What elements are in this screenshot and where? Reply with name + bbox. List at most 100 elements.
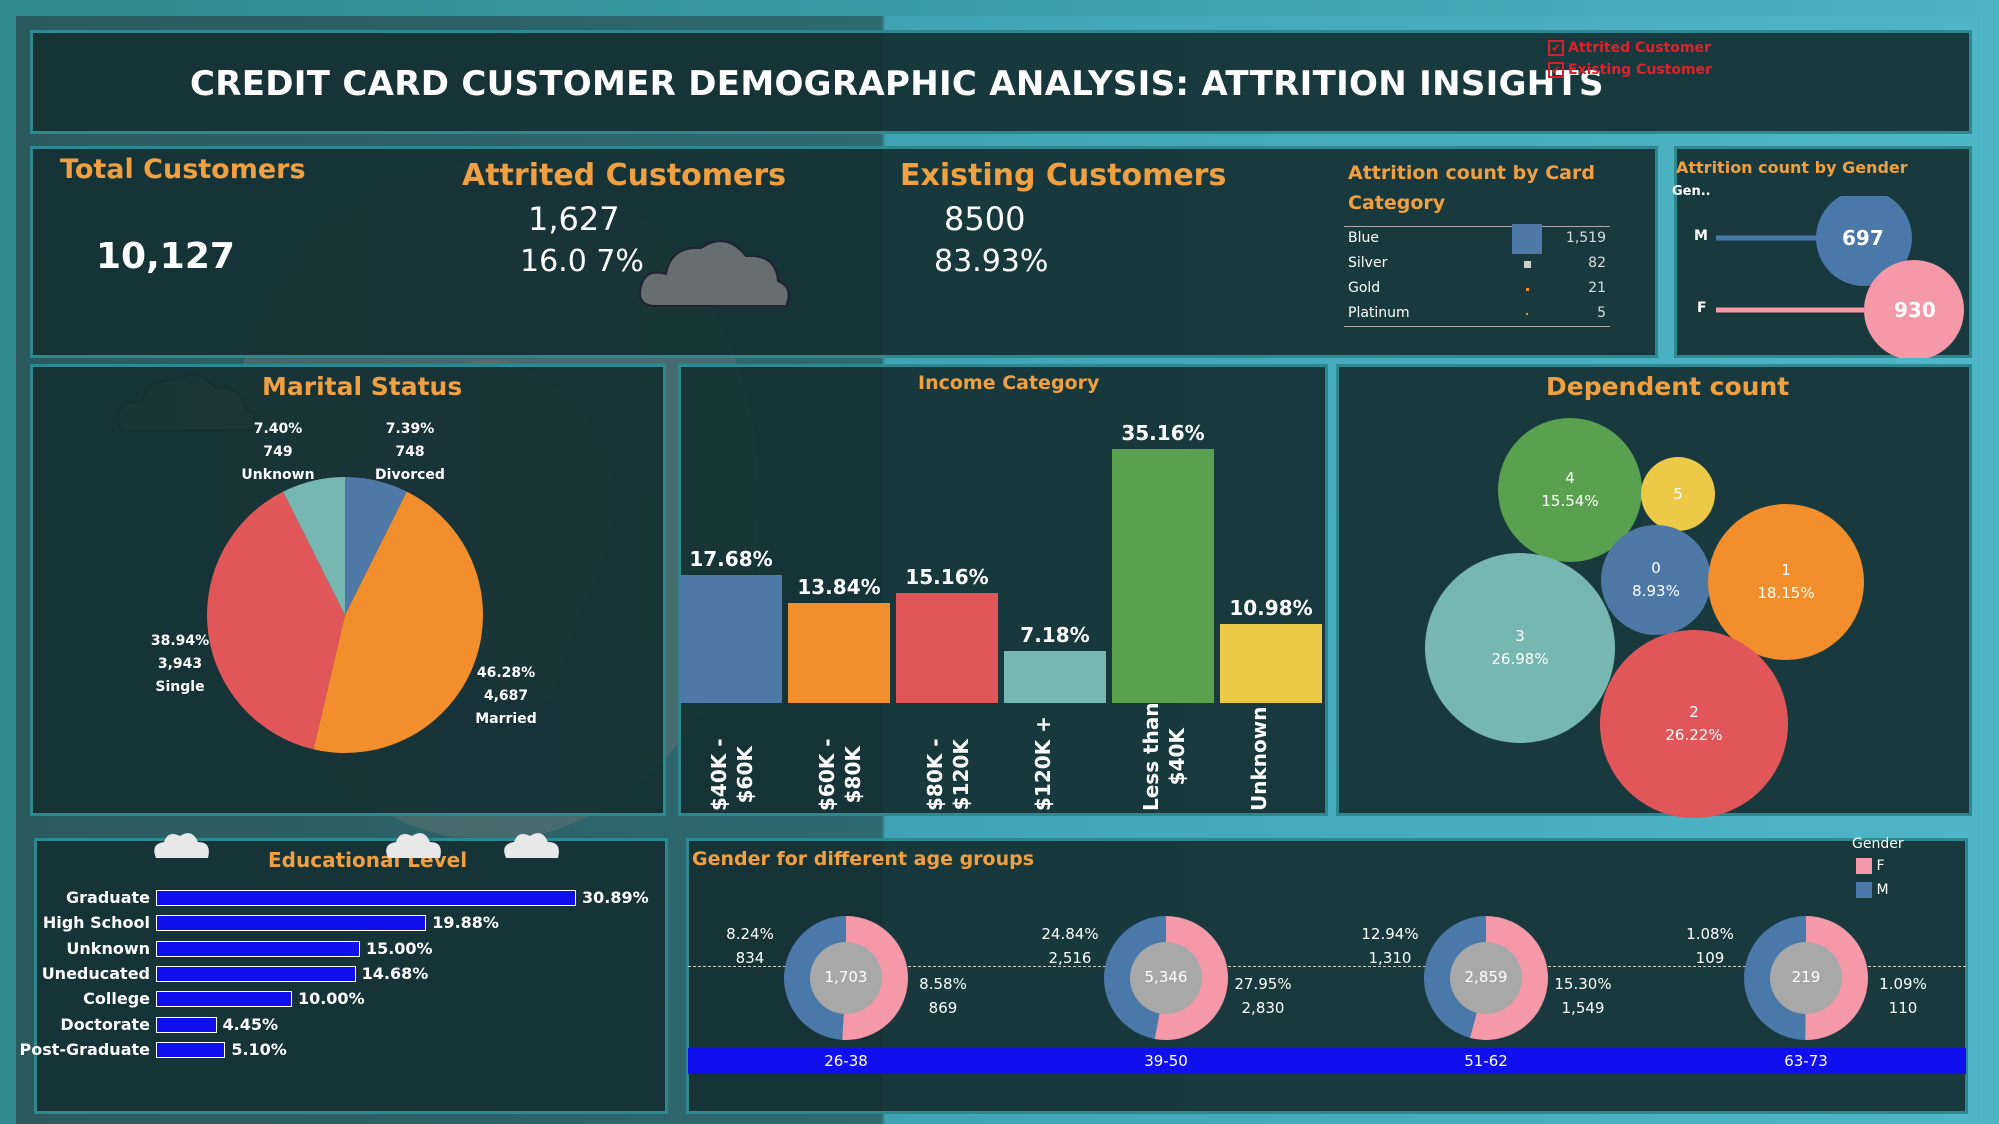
income-tick-line: $120K — [949, 739, 973, 811]
age-donut[interactable] — [1741, 913, 1871, 1043]
donut-m-count: 834 — [735, 949, 765, 967]
dependent-bubble[interactable]: 0 8.93% — [1601, 525, 1711, 635]
income-bar-label: 7.18% — [1020, 623, 1090, 648]
income-tick-line: Unknown — [1247, 706, 1271, 811]
age-donut[interactable] — [1421, 913, 1551, 1043]
attrited-customers-label: Attrited Customers — [462, 158, 787, 193]
donut-f-pct: 1.09% — [1879, 975, 1927, 993]
education-label: Graduate — [66, 888, 150, 907]
dependent-bubble[interactable]: 3 26.98% — [1425, 553, 1615, 743]
donut-hole — [1130, 942, 1202, 1014]
education-bar[interactable] — [156, 1016, 217, 1033]
bubble-label: 4 — [1565, 469, 1575, 487]
legend-existing[interactable]: ✔ Existing Customer — [1548, 62, 1712, 84]
education-bar[interactable] — [156, 991, 292, 1008]
card-row-value: 1,519 — [1565, 230, 1606, 246]
income-bar[interactable] — [1004, 651, 1106, 703]
pie-slice-married[interactable] — [313, 491, 483, 753]
income-bar[interactable] — [788, 603, 890, 703]
donut-label-m: 8.24% 834 — [720, 922, 780, 970]
check-icon[interactable]: ✔ — [1548, 40, 1564, 56]
income-bar-label: 35.16% — [1121, 421, 1205, 445]
education-bar[interactable] — [156, 940, 360, 957]
bubble-pct: 18.15% — [1757, 584, 1815, 602]
income-tick-line: $80K - — [923, 738, 947, 811]
card-row-mark[interactable] — [1512, 224, 1542, 254]
gender-f-value: 930 — [1894, 298, 1936, 322]
donut-m-pct: 24.84% — [1041, 925, 1099, 943]
education-label: College — [83, 989, 150, 1009]
age-axis-band — [688, 1048, 1966, 1074]
donut-label-f: 8.58% 869 — [910, 972, 976, 1020]
donut-hole — [810, 942, 882, 1014]
donut-total: 1,703 — [824, 968, 868, 986]
income-tick-line: $120K + — [1031, 716, 1055, 811]
donut-label-f: 15.30% 1,549 — [1550, 972, 1616, 1020]
card-row-mark[interactable] — [1526, 313, 1528, 315]
donut-f-count: 869 — [928, 999, 958, 1017]
education-bar[interactable] — [156, 1041, 226, 1058]
income-bar[interactable] — [1112, 449, 1214, 703]
attrited-pct: 16.0 7% — [520, 244, 644, 279]
bubble-female[interactable] — [1864, 260, 1964, 358]
education-bar[interactable] — [156, 965, 356, 982]
dependent-bubble[interactable]: 4 15.54% — [1498, 418, 1642, 562]
legend-m[interactable]: M — [1856, 882, 1904, 898]
bubble-male[interactable] — [1816, 196, 1912, 286]
dependent-bubble[interactable]: 2 26.22% — [1600, 630, 1788, 818]
check-icon[interactable]: ✔ — [1548, 62, 1564, 78]
income-tick-label: Unknown — [1246, 707, 1272, 811]
legend-attrited[interactable]: ✔ Attrited Customer — [1548, 40, 1712, 62]
donut-hole — [1770, 942, 1842, 1014]
dependent-title: Dependent count — [1546, 372, 1790, 401]
card-row-mark[interactable] — [1523, 260, 1531, 268]
gender-m-value: 697 — [1842, 226, 1884, 250]
donut-label-f: 27.95% 2,830 — [1230, 972, 1296, 1020]
bubble-pct: 8.93% — [1632, 582, 1680, 600]
bubble-label: 2 — [1689, 703, 1699, 721]
card-row-mark[interactable] — [1525, 287, 1529, 291]
pie-slice-single[interactable] — [207, 491, 345, 750]
pie-slice-unknown[interactable] — [283, 477, 345, 615]
income-bar[interactable] — [1220, 623, 1322, 703]
attrited-count: 1,627 — [528, 200, 620, 238]
donut-total: 5,346 — [1144, 968, 1188, 986]
card-row-value: 21 — [1588, 280, 1606, 296]
card-row-label: Gold — [1348, 280, 1381, 296]
gender-axis-label: Gen.. — [1672, 184, 1711, 199]
legend-f[interactable]: F — [1856, 858, 1904, 874]
marital-title: Marital Status — [262, 372, 463, 401]
dependent-bubble[interactable]: 1 18.15% — [1708, 504, 1864, 660]
education-pct: 4.45% — [222, 1014, 279, 1034]
income-tick-label: $60K - $80K — [814, 738, 866, 811]
income-bar[interactable] — [680, 575, 782, 703]
education-bar-chart: Graduate 30.89% High School 19.88% Unknown 15… — [0, 0, 700, 1124]
bubble-pct: 26.98% — [1491, 650, 1549, 668]
pie-label-divorced: 7.39% 748 Divorced — [375, 421, 445, 483]
education-bar[interactable] — [156, 890, 576, 906]
education-label: Unknown — [66, 938, 150, 958]
income-bar[interactable] — [896, 593, 998, 703]
donut-m-pct: 12.94% — [1361, 925, 1419, 943]
income-title: Income Category — [918, 372, 1100, 394]
card-row-label: Blue — [1348, 230, 1379, 246]
gender-f-label: F — [1697, 300, 1707, 316]
dependent-bubble[interactable]: 5 — [1641, 457, 1715, 531]
donut-label-m: 24.84% 2,516 — [1040, 922, 1100, 970]
age-donut[interactable] — [781, 913, 911, 1043]
page-title: CREDIT CARD CUSTOMER DEMOGRAPHIC ANALYSI… — [190, 64, 1604, 104]
age-donut[interactable] — [1101, 913, 1231, 1043]
donut-f-count: 1,549 — [1561, 999, 1605, 1017]
donut-total: 2,859 — [1464, 968, 1508, 986]
card-table-divider — [1344, 326, 1610, 327]
age-range-label: 51-62 — [1464, 1052, 1508, 1070]
age-range-label: 63-73 — [1784, 1052, 1828, 1070]
education-label: Doctorate — [60, 1014, 150, 1034]
income-tick-line: $60K — [733, 746, 757, 804]
pie-label-unknown: 7.40% 749 Unknown — [241, 421, 315, 483]
education-pct: 30.89% — [582, 888, 649, 907]
education-bar[interactable] — [156, 915, 427, 932]
swatch-f — [1856, 858, 1872, 874]
pie-slice-divorced[interactable] — [345, 477, 407, 615]
education-pct: 10.00% — [297, 989, 365, 1009]
